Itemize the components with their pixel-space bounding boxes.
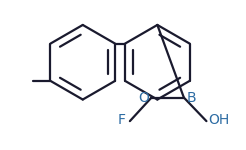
Text: OH: OH — [208, 113, 230, 127]
Text: F: F — [118, 113, 126, 127]
Text: B: B — [187, 91, 196, 105]
Text: O: O — [139, 91, 150, 105]
